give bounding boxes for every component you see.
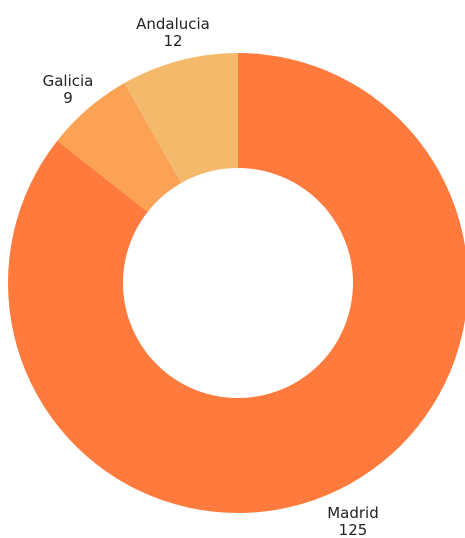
slices-group — [8, 53, 465, 513]
slice-galicia — [57, 82, 182, 212]
slice-value-andalucia: 12 — [163, 32, 182, 50]
slice-label-madrid: Madrid — [327, 504, 379, 522]
slice-andalucia — [124, 53, 238, 183]
slice-madrid — [8, 53, 465, 513]
slice-value-madrid: 125 — [339, 521, 368, 538]
slice-label-andalucia: Andalucia — [136, 15, 210, 33]
slice-value-galicia: 9 — [63, 89, 73, 107]
slice-label-galicia: Galicia — [43, 72, 94, 90]
